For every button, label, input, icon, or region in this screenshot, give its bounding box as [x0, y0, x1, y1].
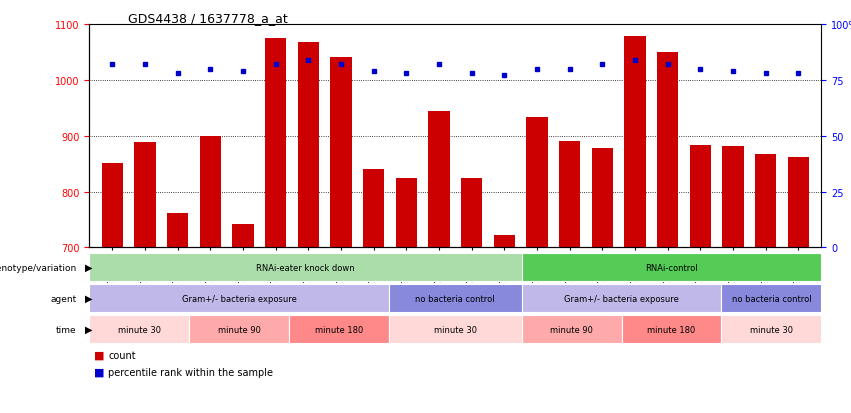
Bar: [89, 253, 522, 282]
Text: Gram+/- bacteria exposure: Gram+/- bacteria exposure: [181, 294, 296, 303]
Bar: [298, 43, 319, 248]
Bar: [527, 117, 547, 248]
Text: ▶: ▶: [85, 324, 93, 335]
Bar: [788, 157, 809, 248]
Text: count: count: [108, 350, 135, 360]
Text: minute 180: minute 180: [648, 325, 695, 334]
Text: no bacteria control: no bacteria control: [732, 294, 811, 303]
Text: RNAi-eater knock down: RNAi-eater knock down: [256, 263, 355, 272]
Bar: [657, 52, 678, 248]
Text: RNAi-control: RNAi-control: [645, 263, 698, 272]
Bar: [722, 284, 821, 313]
Bar: [232, 224, 254, 248]
Text: minute 30: minute 30: [750, 325, 793, 334]
Text: percentile rank within the sample: percentile rank within the sample: [108, 367, 273, 377]
Text: genotype/variation: genotype/variation: [0, 263, 77, 272]
Bar: [167, 213, 188, 248]
Text: time: time: [56, 325, 77, 334]
Bar: [494, 235, 515, 248]
Bar: [621, 315, 722, 344]
Bar: [722, 146, 744, 248]
Bar: [428, 112, 449, 248]
Bar: [559, 141, 580, 248]
Bar: [289, 315, 389, 344]
Bar: [461, 178, 483, 248]
Bar: [722, 315, 821, 344]
Text: minute 180: minute 180: [315, 325, 363, 334]
Bar: [389, 284, 522, 313]
Bar: [689, 145, 711, 248]
Text: ▶: ▶: [85, 293, 93, 304]
Text: Gram+/- bacteria exposure: Gram+/- bacteria exposure: [564, 294, 679, 303]
Text: minute 90: minute 90: [551, 325, 593, 334]
Text: minute 30: minute 30: [434, 325, 477, 334]
Bar: [134, 142, 156, 248]
Text: GDS4438 / 1637778_a_at: GDS4438 / 1637778_a_at: [128, 12, 288, 25]
Bar: [389, 315, 522, 344]
Bar: [200, 136, 221, 248]
Text: ■: ■: [94, 367, 104, 377]
Bar: [89, 284, 389, 313]
Text: minute 90: minute 90: [218, 325, 260, 334]
Bar: [625, 37, 646, 248]
Bar: [522, 315, 621, 344]
Bar: [396, 178, 417, 248]
Text: no bacteria control: no bacteria control: [415, 294, 495, 303]
Bar: [265, 39, 286, 248]
Text: ▶: ▶: [85, 262, 93, 273]
Bar: [522, 253, 821, 282]
Bar: [591, 149, 613, 248]
Bar: [189, 315, 289, 344]
Bar: [363, 170, 384, 248]
Bar: [101, 164, 123, 248]
Bar: [755, 154, 776, 248]
Text: minute 30: minute 30: [117, 325, 161, 334]
Text: ■: ■: [94, 350, 104, 360]
Bar: [522, 284, 722, 313]
Text: agent: agent: [50, 294, 77, 303]
Bar: [89, 315, 189, 344]
Bar: [330, 58, 351, 248]
